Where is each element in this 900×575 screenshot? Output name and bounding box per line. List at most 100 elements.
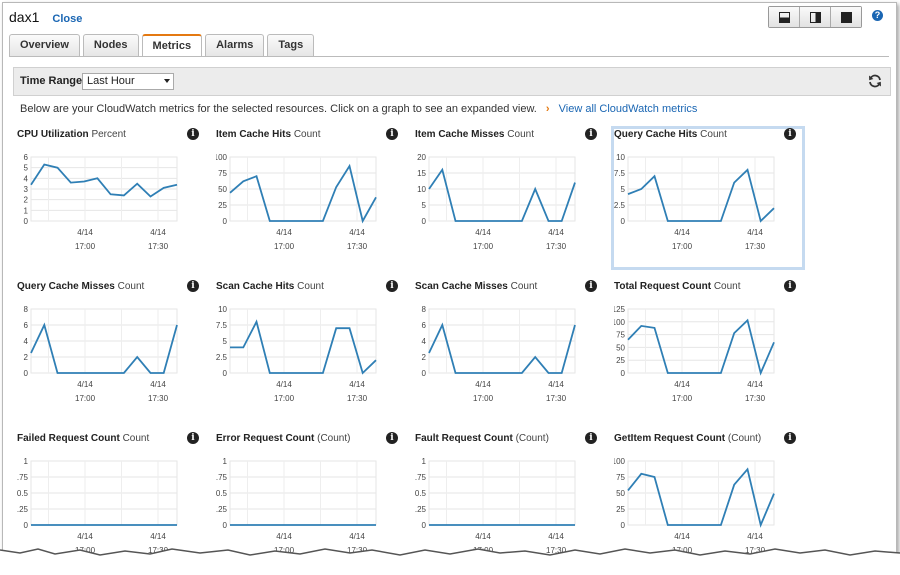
y-tick-label: 5	[621, 185, 626, 194]
bottom-pane-icon	[778, 11, 790, 23]
x-tick-date: 4/14	[747, 532, 763, 541]
x-tick-date: 4/14	[77, 228, 93, 237]
x-tick-time: 17:30	[546, 242, 567, 251]
metric-card-fault-request-count[interactable]: Fault Request Count (Count) i 0 0.25 0.5 0.75…	[415, 432, 603, 563]
info-icon[interactable]: i	[187, 280, 199, 292]
tab-overview[interactable]: Overview	[9, 34, 80, 56]
metric-card-scan-cache-hits[interactable]: Scan Cache Hits Count i 0 2.5 5 7.5 10 4/14 17:0…	[216, 280, 404, 419]
close-link[interactable]: Close	[52, 13, 83, 25]
help-icon[interactable]: ?	[872, 10, 883, 21]
y-tick-label: 2.5	[614, 201, 626, 210]
y-tick-label: 100	[216, 153, 228, 162]
metric-card-error-request-count[interactable]: Error Request Count (Count) i 0 0.25 0.5 0.75…	[216, 432, 404, 563]
y-tick-label: 50	[616, 489, 625, 498]
metric-name: Scan Cache Hits	[216, 281, 295, 292]
info-icon[interactable]: i	[386, 280, 398, 292]
metric-card-total-request-count[interactable]: Total Request Count Count i 0 25 50 75 100 125 4…	[614, 280, 802, 419]
x-tick-date: 4/14	[674, 228, 690, 237]
info-icon[interactable]: i	[187, 432, 199, 444]
series-line	[30, 322, 178, 374]
view-all-metrics-link[interactable]: View all CloudWatch metrics	[558, 103, 698, 115]
x-tick-date: 4/14	[349, 380, 365, 389]
metric-name: Total Request Count	[614, 281, 712, 292]
metric-title: GetItem Request Count (Count)	[614, 433, 761, 444]
y-tick-label: 0	[24, 217, 29, 226]
info-icon[interactable]: i	[585, 280, 597, 292]
y-tick-label: 7.5	[614, 169, 626, 178]
metrics-info-text: Below are your CloudWatch metrics for th…	[20, 103, 537, 115]
metric-card-item-cache-hits[interactable]: Item Cache Hits Count i 0 25 50 75 100 4/14 17:0…	[216, 128, 404, 267]
metric-title: Query Cache Hits Count	[614, 129, 727, 140]
metric-card-getitem-request-count[interactable]: GetItem Request Count (Count) i 0 25 50 75 100…	[614, 432, 802, 563]
side-pane-icon	[809, 11, 821, 23]
tab-alarms[interactable]: Alarms	[205, 34, 265, 56]
x-tick-date: 4/14	[475, 380, 491, 389]
metric-card-cpu-utilization[interactable]: CPU Utilization Percent i 0 1 2 3 4 5 6 4/14 17:00…	[17, 128, 205, 267]
y-tick-label: 1	[223, 457, 228, 466]
metric-card-failed-request-count[interactable]: Failed Request Count Count i 0 0.25 0.5 0.75 1…	[17, 432, 205, 563]
y-tick-label: 0	[223, 521, 228, 530]
metric-title: CPU Utilization Percent	[17, 129, 126, 140]
series-line	[627, 168, 775, 223]
metrics-toolbar: Time Range: Last Hour	[13, 67, 891, 96]
full-screen-button[interactable]	[831, 7, 861, 27]
y-tick-label: 0	[422, 217, 427, 226]
metric-card-query-cache-hits[interactable]: Query Cache Hits Count i 0 2.5 5 7.5 10 4/14 17:…	[611, 126, 805, 270]
y-tick-label: 0.25	[216, 505, 228, 514]
dax-cluster-panel: dax1 Close ? Overview Nodes Metrics Alar…	[2, 2, 897, 564]
x-tick-time: 17:00	[75, 546, 96, 555]
y-tick-label: 0	[422, 521, 427, 530]
tab-nodes[interactable]: Nodes	[82, 34, 139, 56]
metric-card-item-cache-misses[interactable]: Item Cache Misses Count i 0 5 10 15 20 4/14 17:0…	[415, 128, 603, 267]
info-icon[interactable]: i	[585, 432, 597, 444]
metric-unit: (Count)	[515, 433, 549, 444]
y-tick-label: 0	[223, 369, 228, 378]
time-range-select[interactable]: Last Hour	[82, 73, 174, 90]
y-tick-label: 4	[24, 174, 29, 183]
info-icon[interactable]: i	[386, 432, 398, 444]
y-tick-label: 75	[616, 473, 625, 482]
side-pane-button[interactable]	[800, 7, 831, 27]
y-tick-label: 25	[616, 356, 625, 365]
y-tick-label: 2	[422, 353, 427, 362]
x-tick-time: 17:00	[274, 394, 295, 403]
view-mode-buttons	[768, 6, 862, 28]
metric-unit: Count	[510, 281, 538, 292]
metric-card-query-cache-misses[interactable]: Query Cache Misses Count i 0 2 4 6 8 4/14 17:00 4…	[17, 280, 205, 419]
torn-edge	[0, 548, 900, 575]
x-tick-date: 4/14	[150, 228, 166, 237]
info-icon[interactable]: i	[386, 128, 398, 140]
tab-tags[interactable]: Tags	[267, 34, 315, 56]
x-tick-time: 17:30	[347, 546, 368, 555]
y-tick-label: 1	[24, 457, 29, 466]
bottom-pane-button[interactable]	[769, 7, 800, 27]
info-icon[interactable]: i	[187, 128, 199, 140]
x-tick-date: 4/14	[747, 228, 763, 237]
metric-unit: Count	[700, 129, 727, 140]
y-tick-label: 10	[218, 305, 227, 314]
y-tick-label: 0.25	[17, 505, 29, 514]
time-range-label: Time Range:	[20, 75, 86, 87]
metric-unit: (Count)	[317, 433, 351, 444]
metric-card-scan-cache-misses[interactable]: Scan Cache Misses Count i 0 2 4 6 8 4/14 17:00 4/…	[415, 280, 603, 419]
x-tick-time: 17:30	[745, 546, 766, 555]
x-tick-date: 4/14	[475, 532, 491, 541]
y-tick-label: 8	[422, 305, 427, 314]
info-icon[interactable]: i	[784, 128, 796, 140]
x-tick-time: 17:00	[274, 546, 295, 555]
series-line	[428, 167, 576, 222]
y-tick-label: 6	[422, 321, 427, 330]
y-tick-label: 75	[616, 331, 625, 340]
x-tick-date: 4/14	[150, 532, 166, 541]
x-tick-date: 4/14	[674, 532, 690, 541]
metric-unit: Count	[293, 129, 321, 140]
info-icon[interactable]: i	[784, 280, 796, 292]
metric-unit: (Count)	[727, 433, 762, 444]
info-icon[interactable]: i	[585, 128, 597, 140]
info-icon[interactable]: i	[784, 432, 796, 444]
refresh-icon[interactable]	[867, 73, 883, 89]
tab-metrics[interactable]: Metrics	[141, 34, 203, 57]
metric-chart: 0 0.25 0.5 0.75 1 4/14 17:00 4/14 17:30	[17, 457, 178, 555]
metric-name: Query Cache Misses	[17, 281, 115, 292]
metric-name: Query Cache Hits	[614, 129, 698, 140]
